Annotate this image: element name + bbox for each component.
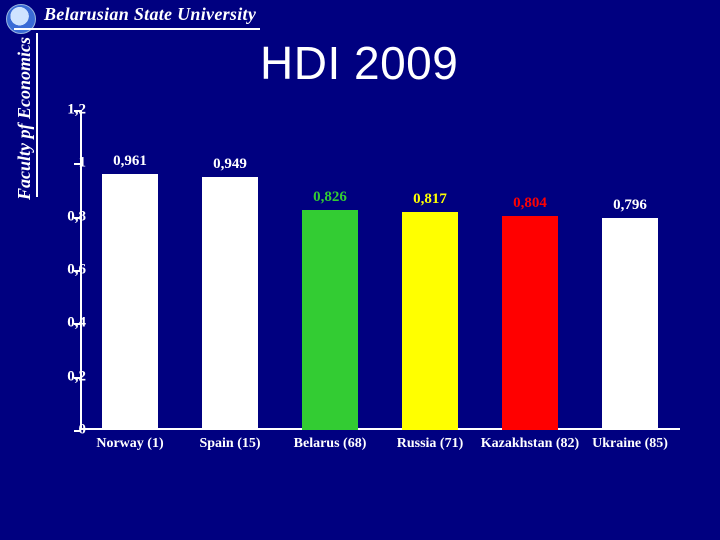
university-name: Belarusian State University <box>44 4 256 25</box>
bar: 0,796 <box>602 218 658 430</box>
x-category-label: Russia (71) <box>380 436 480 452</box>
x-category-label: Spain (15) <box>180 436 280 452</box>
bar-value-label: 0,804 <box>502 195 558 212</box>
bar: 0,804 <box>502 216 558 430</box>
slide: Belarusian State University Faculty pf E… <box>0 0 720 540</box>
header-rule <box>14 28 260 30</box>
bar-value-label: 0,949 <box>202 156 258 173</box>
y-tick-label: 0,6 <box>67 262 86 279</box>
plot-area: 0,961 0,949 0,826 0,817 0,804 0,796 <box>80 110 680 430</box>
bar-value-label: 0,817 <box>402 191 458 208</box>
bar: 0,817 <box>402 212 458 430</box>
bar-value-label: 0,796 <box>602 197 658 214</box>
bar-value-label: 0,826 <box>302 189 358 206</box>
bar-group: 0,826 <box>280 110 380 430</box>
y-tick-label: 1,2 <box>67 102 86 119</box>
y-tick-label: 0,8 <box>67 208 86 225</box>
bar-group: 0,817 <box>380 110 480 430</box>
x-category-label: Belarus (68) <box>280 436 380 452</box>
y-tick-label: 0,4 <box>67 315 86 332</box>
bar: 0,826 <box>302 210 358 430</box>
bar-group: 0,796 <box>580 110 680 430</box>
y-tick-label: 0,2 <box>67 368 86 385</box>
faculty-name: Faculty pf Economics <box>14 37 35 200</box>
chart-title: HDI 2009 <box>260 36 458 90</box>
side-rule <box>36 33 38 197</box>
y-tick-label: 1 <box>79 155 87 172</box>
hdi-chart: 0,9610,9490,8260,8170,8040,796 00,20,40,… <box>42 110 694 490</box>
bar-group: 0,961 <box>80 110 180 430</box>
x-category-label: Ukraine (85) <box>580 436 680 452</box>
bar: 0,961 <box>102 174 158 430</box>
x-category-label: Norway (1) <box>80 436 180 452</box>
bar: 0,949 <box>202 177 258 430</box>
x-category-label: Kazakhstan (82) <box>480 436 580 452</box>
bar-group: 0,949 <box>180 110 280 430</box>
bar-value-label: 0,961 <box>102 153 158 170</box>
bar-group: 0,804 <box>480 110 580 430</box>
